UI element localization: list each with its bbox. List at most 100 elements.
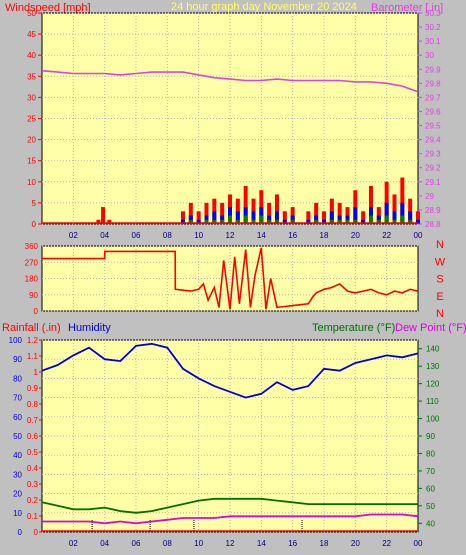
wind-avg-bar <box>251 211 256 224</box>
rainfall-y-tick: 0.4 <box>27 464 39 473</box>
wind-y-tick: 35 <box>27 72 36 81</box>
wind-gust-bar <box>392 194 397 224</box>
wind-low-bar <box>204 219 209 224</box>
temperature-line <box>41 497 418 514</box>
temperature-y-tick: 50 <box>426 502 435 511</box>
compass-label: S <box>436 274 443 286</box>
wind-low-bar <box>314 219 319 224</box>
baro-y-tick: 29.8 <box>425 79 441 88</box>
x-tick-label: 10 <box>194 231 203 240</box>
x-tick-label: 20 <box>351 539 360 548</box>
wind-avg-bar <box>196 219 201 224</box>
wind-low-bar <box>290 219 295 224</box>
x-tick-label: 08 <box>163 539 172 548</box>
wind-y-tick: 0 <box>32 220 37 229</box>
x-tick-label: 12 <box>226 539 235 548</box>
wind-low-bar <box>369 215 373 224</box>
wind-gust-bar <box>416 211 420 224</box>
temperature-y-tick: 100 <box>426 415 440 424</box>
direction-y-tick: 180 <box>25 275 39 284</box>
wind-low-bar <box>353 219 358 224</box>
wind-low-bar <box>228 215 232 224</box>
wind-y-tick: 50 <box>27 9 36 18</box>
x-tick-label: 16 <box>288 231 297 240</box>
baro-y-tick: 29.4 <box>425 136 441 145</box>
wind-avg-bar <box>353 207 358 224</box>
direction-y-tick: 90 <box>29 291 38 300</box>
wind-low-bar <box>275 219 279 224</box>
wind-gust-bar <box>314 202 319 224</box>
wind-low-bar <box>392 219 397 224</box>
baro-y-tick: 29.2 <box>425 164 441 173</box>
x-tick-label: 00 <box>414 539 423 548</box>
wind-avg-bar <box>282 219 287 224</box>
humidity-y-tick: 90 <box>13 355 22 364</box>
baro-y-tick: 28.8 <box>425 220 441 229</box>
wind-avg-bar <box>400 202 405 224</box>
wind-low-bar <box>235 219 240 224</box>
compass-label: N <box>436 239 444 251</box>
x-tick-label: 12 <box>226 231 235 240</box>
wind-gust-bar <box>306 211 311 224</box>
humidity-y-ticks: 0 10 20 30 40 50 60 70 80 90 100 <box>9 336 23 537</box>
wind-low-bar <box>212 219 217 224</box>
x-tick-label: 22 <box>382 539 391 548</box>
wind-y-tick: 20 <box>27 136 36 145</box>
x-tick-label: 16 <box>288 539 297 548</box>
wind-gust-bar <box>337 202 342 224</box>
humidity-label: Humidity <box>68 322 111 334</box>
wind-gust-bar <box>400 177 405 224</box>
wind-gust-bar <box>267 202 272 224</box>
wind-avg-bar <box>329 211 334 224</box>
humidity-y-tick: 30 <box>13 470 22 479</box>
humidity-y-tick: 10 <box>13 509 22 518</box>
wind-low-bar <box>267 219 272 224</box>
graph-title: 24 hour graph day November 20 2024 <box>171 1 357 13</box>
humidity-y-tick: 40 <box>13 451 22 460</box>
wind-gust-bar <box>361 211 366 224</box>
wind-gust-bar <box>196 211 201 224</box>
temperature-series <box>41 497 418 514</box>
baro-y-tick: 29 <box>425 192 434 201</box>
x-tick-label: 22 <box>382 231 391 240</box>
wind-avg-bar <box>361 219 366 224</box>
wind-gust-bar <box>220 202 225 224</box>
wind-x-ticks: 02 04 06 08 10 12 14 16 18 20 22 00 <box>69 231 423 240</box>
wind-avg-bar <box>392 211 397 224</box>
wind-low-bar <box>251 219 256 224</box>
compass-label: W <box>435 256 446 268</box>
direction-series <box>42 247 419 310</box>
baro-y-tick: 29.6 <box>425 107 441 116</box>
rainfall-y-ticks: 0 0.1 0.2 0.3 0.4 0.5 0.6 0.7 0.8 0.9 1 1.1 1.2 <box>27 336 42 537</box>
x-tick-label: 20 <box>351 231 360 240</box>
temperature-y-tick: 120 <box>426 380 440 389</box>
humidity-series <box>41 342 419 399</box>
baro-y-tick: 30.3 <box>425 9 441 18</box>
wind-y-tick: 40 <box>27 51 36 60</box>
wind-low-bar <box>408 219 413 224</box>
temperature-y-tick: 110 <box>426 397 439 406</box>
wind-avg-bar <box>275 211 279 224</box>
wind-y-tick: 30 <box>27 93 36 102</box>
rainfall-y-tick: 0.2 <box>27 496 39 505</box>
rainfall-y-tick: 0.8 <box>27 400 39 409</box>
baro-y-tick: 29.7 <box>425 93 441 102</box>
rainfall-y-tick: 0 <box>34 528 39 537</box>
wind-avg-bar <box>416 219 420 224</box>
rainfall-y-tick: 0.6 <box>27 432 39 441</box>
barometer-series <box>41 69 419 93</box>
humidity-y-tick: 0 <box>18 528 23 537</box>
baro-y-tick: 30 <box>425 51 434 60</box>
wind-low-bar <box>400 215 405 224</box>
wind-gust-bar <box>322 211 326 224</box>
wind-low-bar <box>345 219 350 224</box>
baro-y-tick: 30.2 <box>425 23 441 32</box>
wind-gust-bar <box>96 219 101 224</box>
rainfall-y-tick: 0.9 <box>27 384 39 393</box>
direction-y-tick: 0 <box>34 307 39 316</box>
wind-y-tick: 10 <box>27 178 36 187</box>
x-tick-label: 18 <box>320 231 329 240</box>
direction-y-tick: 270 <box>25 258 39 267</box>
